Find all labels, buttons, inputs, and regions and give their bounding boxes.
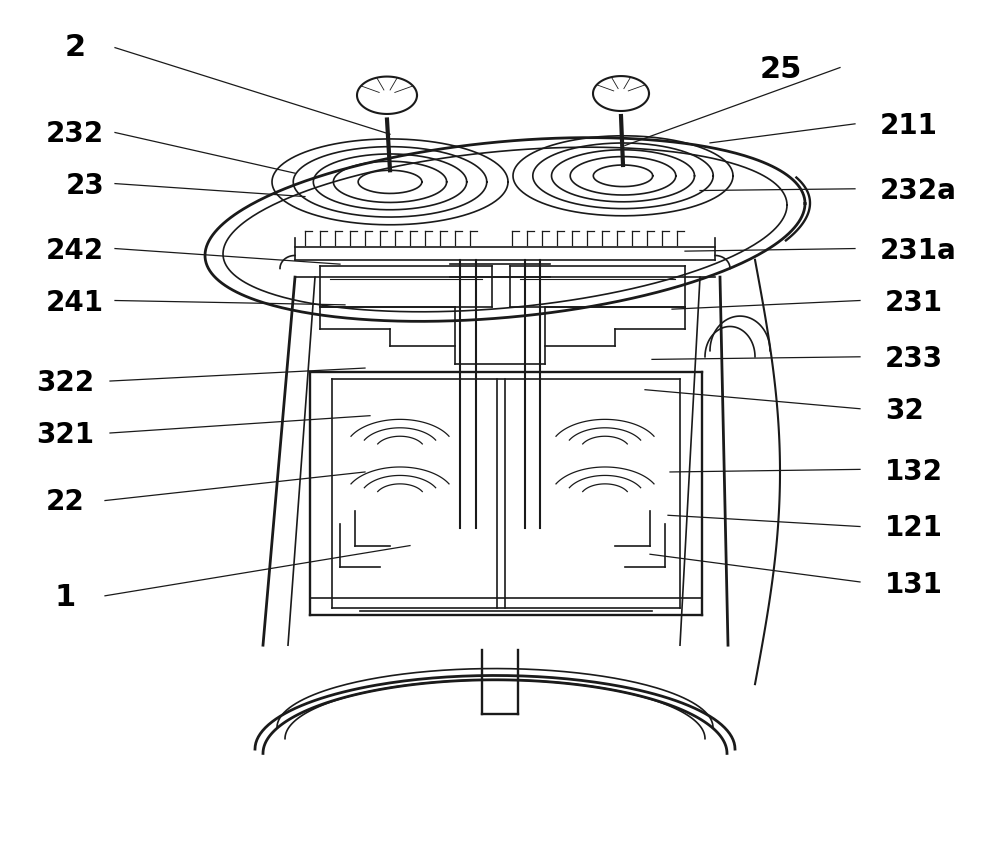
- Text: 25: 25: [760, 55, 802, 84]
- Text: 322: 322: [36, 369, 94, 397]
- Text: 231: 231: [885, 289, 943, 317]
- Text: 211: 211: [880, 112, 938, 139]
- Text: 1: 1: [54, 583, 76, 612]
- Text: 242: 242: [46, 237, 104, 265]
- Text: 233: 233: [885, 346, 943, 373]
- Text: 232: 232: [46, 120, 104, 148]
- Text: 2: 2: [64, 33, 86, 62]
- Text: 131: 131: [885, 571, 943, 598]
- Text: 32: 32: [885, 397, 924, 425]
- Text: 241: 241: [46, 289, 104, 317]
- Text: 121: 121: [885, 514, 943, 542]
- Text: 132: 132: [885, 458, 943, 486]
- Text: 22: 22: [46, 488, 84, 516]
- Text: 23: 23: [66, 172, 104, 200]
- Text: 321: 321: [36, 421, 94, 449]
- Text: 231a: 231a: [880, 237, 957, 265]
- Text: 232a: 232a: [880, 177, 957, 204]
